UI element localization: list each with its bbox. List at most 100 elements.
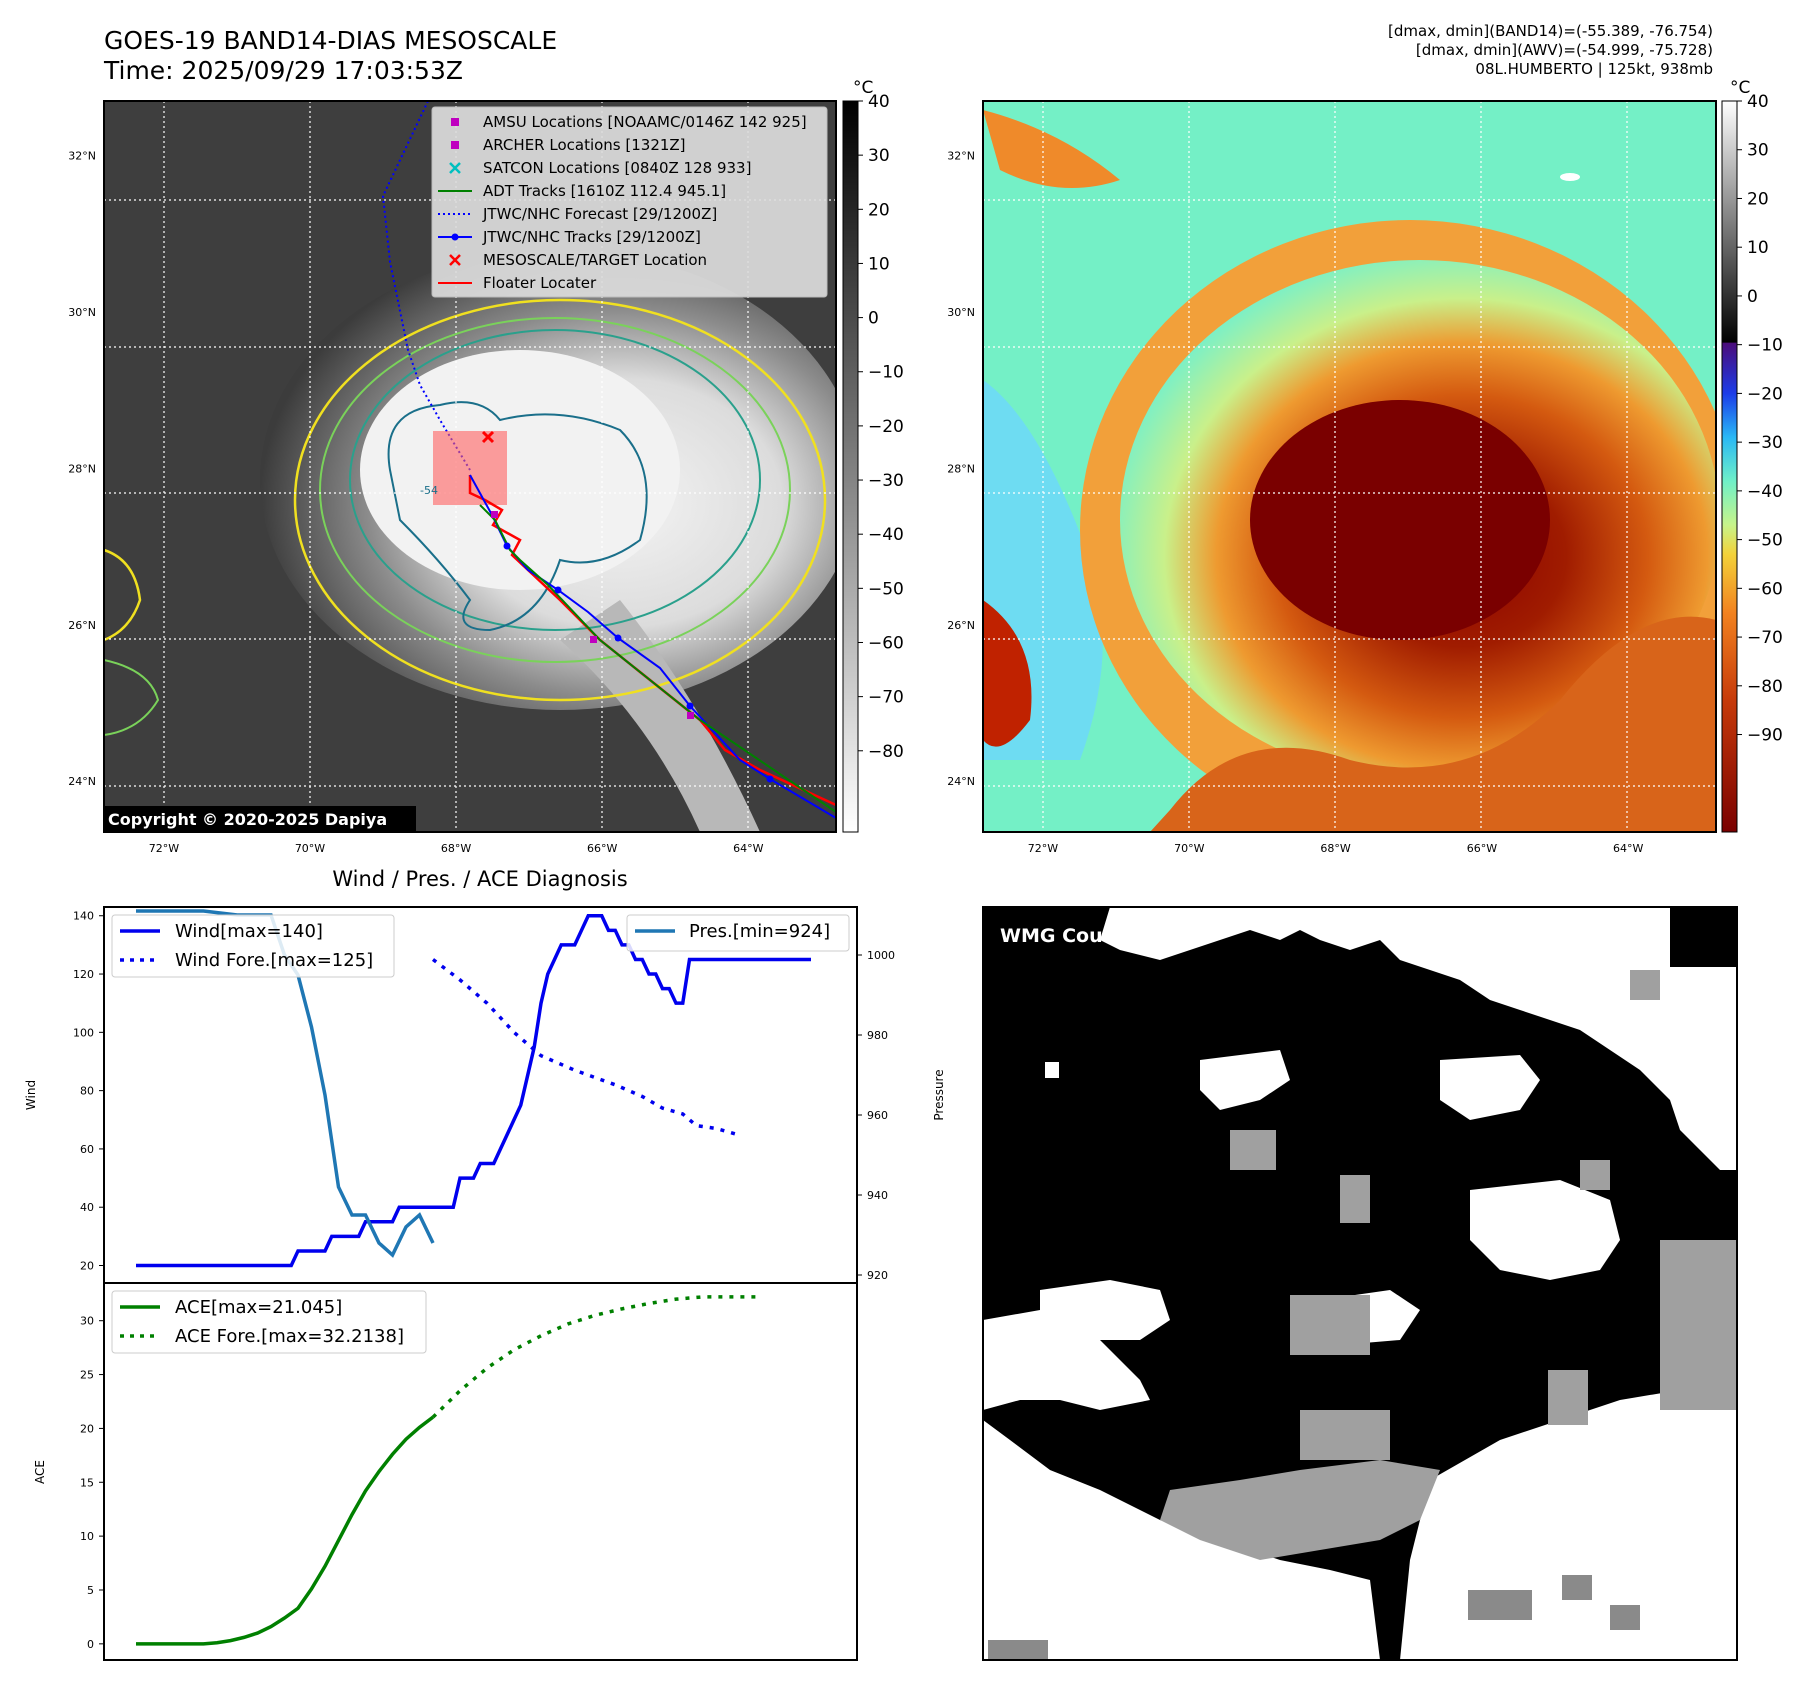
colorbar-tick-label: −40 — [1747, 482, 1783, 502]
ace-legend: ACE[max=21.045] ACE Fore.[max=32.2138] — [111, 1290, 427, 1354]
y2-tick-label: 940 — [867, 1189, 888, 1202]
y-tick-label: 100 — [73, 1026, 94, 1039]
amsu-markers — [491, 511, 694, 719]
wmg-gray-cell-12 — [1610, 1605, 1640, 1630]
jtwc-forecast-track — [381, 101, 471, 471]
jtwc-track-points — [503, 542, 774, 783]
y2-tick-label: 960 — [867, 1109, 888, 1122]
figure-title: GOES-19 BAND14-DIAS MESOSCALE Time: 2025… — [104, 26, 557, 86]
legend-box — [431, 106, 828, 298]
y-tick-label: 60 — [80, 1143, 94, 1156]
info-line-3: 08L.HUMBERTO | 125kt, 938mb — [1475, 60, 1713, 78]
y-tick-label: 30 — [80, 1315, 94, 1328]
wmg-gray-cell-7 — [1300, 1410, 1390, 1460]
lat-tick-label: 26°N — [68, 619, 96, 632]
lon-tick-label: 70°W — [295, 842, 325, 855]
y-tick-label: 25 — [80, 1369, 94, 1382]
colorbar-tick-label: −20 — [868, 417, 904, 437]
amsu-marker — [491, 511, 498, 518]
series-line-1 — [431, 958, 738, 1137]
colorbar-tick-label: −60 — [1747, 579, 1783, 599]
wmg-white-blob-2 — [1440, 1055, 1540, 1120]
storm-cdo — [360, 350, 680, 590]
lat-tick-label: 28°N — [68, 462, 96, 475]
track-point — [503, 542, 511, 550]
lon-tick-label: 72°W — [1028, 842, 1058, 855]
track-point — [686, 702, 694, 710]
track-point — [614, 634, 622, 642]
awv-north-band — [983, 110, 1120, 188]
wmg-white-blob-3 — [1470, 1180, 1620, 1280]
track-point — [766, 775, 774, 783]
colorbar-tick-label: −50 — [1747, 531, 1783, 551]
band14-colorbar-ticks: 40 30 20 10 0 −10 −20 −30 −40 −50 −60 −70 −80 — [858, 92, 904, 762]
band14-colorbar — [842, 100, 859, 833]
chart-legend-label: Wind Fore.[max=125] — [175, 950, 373, 971]
colorbar-tick-label: −30 — [1747, 433, 1783, 453]
lat-tick-label: 32°N — [68, 150, 96, 163]
chart-legend-label: ACE Fore.[max=32.2138] — [175, 1326, 404, 1347]
legend-marker-dot — [451, 233, 459, 241]
ir-lat-tick-labels: 32°N 30°N 28°N 26°N 24°N — [68, 150, 96, 788]
wind-axis-label: Wind — [24, 1080, 38, 1110]
contour-teal — [349, 329, 761, 631]
wmg-gray-cell-11 — [988, 1640, 1048, 1660]
target-x-b — [481, 430, 495, 444]
lon-tick-label: 68°W — [441, 842, 471, 855]
lat-tick-label: 30°N — [68, 306, 96, 319]
lat-tick-label: 28°N — [947, 462, 975, 475]
legend-label: AMSU Locations [NOAAMC/0146Z 142 925] — [483, 113, 807, 131]
y2-tick-label: 1000 — [867, 949, 895, 962]
contour-label: -54 — [420, 484, 438, 497]
lat-tick-label: 26°N — [947, 619, 975, 632]
lon-tick-label: 64°W — [1613, 842, 1643, 855]
wmg-white-cell — [1045, 1062, 1059, 1078]
colorbar-tick-label: −30 — [868, 471, 904, 491]
lon-tick-label: 70°W — [1174, 842, 1204, 855]
y-tick-label: 80 — [80, 1085, 94, 1098]
info-line-1: [dmax, dmin](BAND14)=(-55.389, -76.754) — [1388, 22, 1713, 40]
awv-colorbar-ticks: 40 30 20 10 0 −10 −20 −30 −40 −50 −60 −70 −80 −90 — [1737, 92, 1783, 746]
dmax-info: [dmax, dmin](BAND14)=(-55.389, -76.754) … — [1113, 22, 1713, 79]
wmg-white-blob-1 — [1200, 1050, 1290, 1110]
title-line-1: GOES-19 BAND14-DIAS MESOSCALE — [104, 26, 558, 55]
wmg-white-region-ne — [1100, 907, 1737, 1170]
wmg-gray-cell-9 — [1468, 1590, 1532, 1620]
colorbar-tick-label: 30 — [1747, 141, 1769, 161]
pressure-legend: Pres.[min=924] — [626, 914, 850, 952]
colorbar-tick-label: −50 — [868, 579, 904, 599]
track-point — [554, 586, 562, 594]
map-legend: AMSU Locations [NOAAMC/0146Z 142 925] ARC… — [431, 106, 828, 298]
lat-tick-label: 24°N — [68, 775, 96, 788]
awv-map-frame — [982, 100, 1717, 833]
copyright-box — [104, 806, 416, 832]
awv-map-panel — [983, 101, 1716, 832]
info-line-2: [dmax, dmin](AWV)=(-54.999, -75.728) — [1415, 41, 1713, 59]
colorbar-tick-label: −80 — [1747, 677, 1783, 697]
wmg-count-label: WMG Count: 0 — [1000, 925, 1153, 947]
contour-cdo — [387, 401, 648, 632]
legend-marker-x — [449, 162, 461, 174]
lon-tick-label: 68°W — [1320, 842, 1350, 855]
chart-legend-label: ACE[max=21.045] — [175, 1297, 342, 1318]
y-tick-label: 15 — [80, 1476, 94, 1489]
colorbar-tick-label: −90 — [1747, 726, 1783, 746]
lat-tick-label: 24°N — [947, 775, 975, 788]
colorbar-tick-label: −60 — [868, 633, 904, 653]
legend-label: ADT Tracks [1610Z 112.4 945.1] — [483, 182, 726, 200]
mesoscale-target-marker — [481, 430, 495, 444]
colorbar-tick-label: −70 — [1747, 628, 1783, 648]
awv-colorbar-unit: °C — [1730, 78, 1750, 98]
y2-tick-label: 980 — [867, 1029, 888, 1042]
wmg-gray-region — [1160, 1460, 1440, 1560]
wmg-white-region-w — [983, 1310, 1150, 1410]
floater-locator-track — [468, 475, 836, 807]
wmg-panel — [983, 907, 1737, 1660]
colorbar-tick-label: −10 — [1747, 336, 1783, 356]
wmg-white-region-sw — [983, 1420, 1380, 1660]
legend-label: ARCHER Locations [1321Z] — [483, 136, 686, 154]
wmg-gray-cell-2 — [1230, 1130, 1276, 1170]
chart-legend-box — [626, 914, 850, 952]
wmg-gray-cell-8 — [1548, 1370, 1588, 1425]
